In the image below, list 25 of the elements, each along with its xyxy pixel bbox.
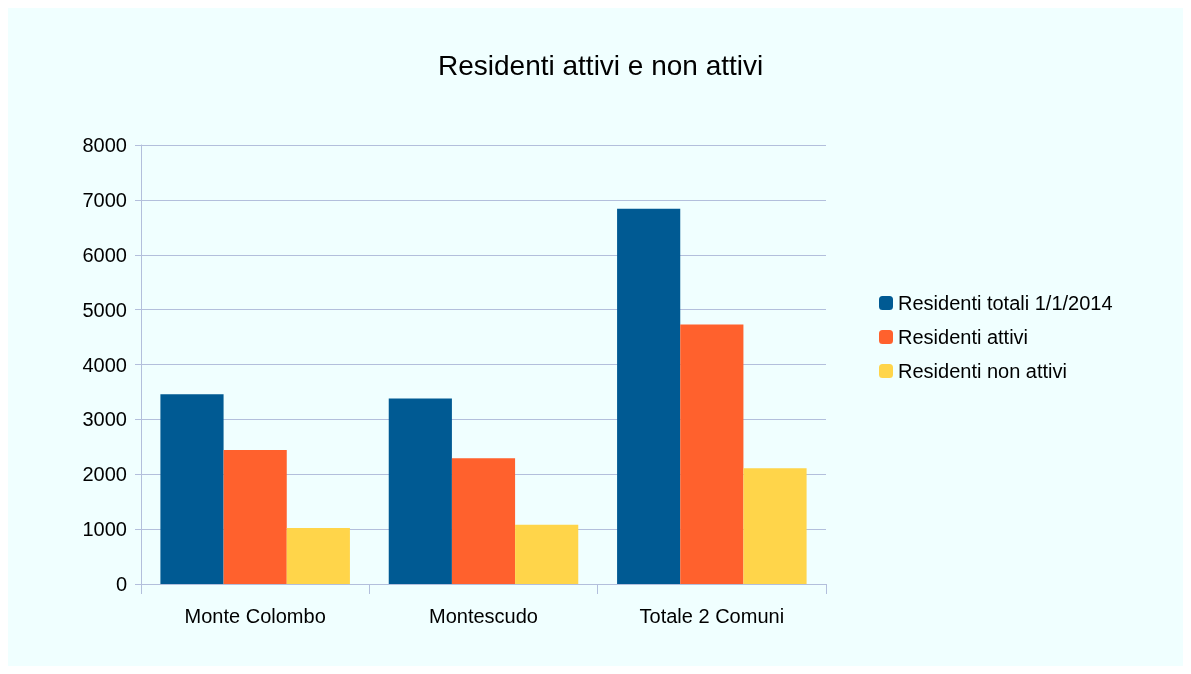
bar <box>223 450 287 584</box>
bar <box>515 524 579 584</box>
legend-label: Residenti totali 1/1/2014 <box>898 292 1113 314</box>
chart-title: Residenti attivi e non attivi <box>438 49 764 81</box>
y-tick-label: 1000 <box>82 518 127 541</box>
x-tick-label: Totale 2 Comuni <box>639 605 785 627</box>
y-tick-label: 0 <box>115 573 127 595</box>
bar <box>451 458 516 584</box>
bar <box>388 398 452 584</box>
x-tick-label: Monte Colombo <box>184 605 326 627</box>
y-tick-label: 4000 <box>82 353 127 376</box>
bar <box>160 394 224 584</box>
y-tick-label: 3000 <box>82 408 127 431</box>
bar <box>743 468 807 584</box>
bar <box>680 324 744 584</box>
legend-label: Residenti attivi <box>898 326 1029 348</box>
y-tick-label: 7000 <box>82 188 127 211</box>
bar <box>617 208 681 584</box>
y-tick-label: 8000 <box>82 134 127 156</box>
legend-label: Residenti non attivi <box>898 360 1067 382</box>
y-tick-label: 5000 <box>82 298 127 321</box>
bar <box>286 528 350 584</box>
y-tick-label: 2000 <box>82 463 127 486</box>
x-tick-label: Montescudo <box>429 605 538 627</box>
y-tick-label: 6000 <box>82 243 127 266</box>
